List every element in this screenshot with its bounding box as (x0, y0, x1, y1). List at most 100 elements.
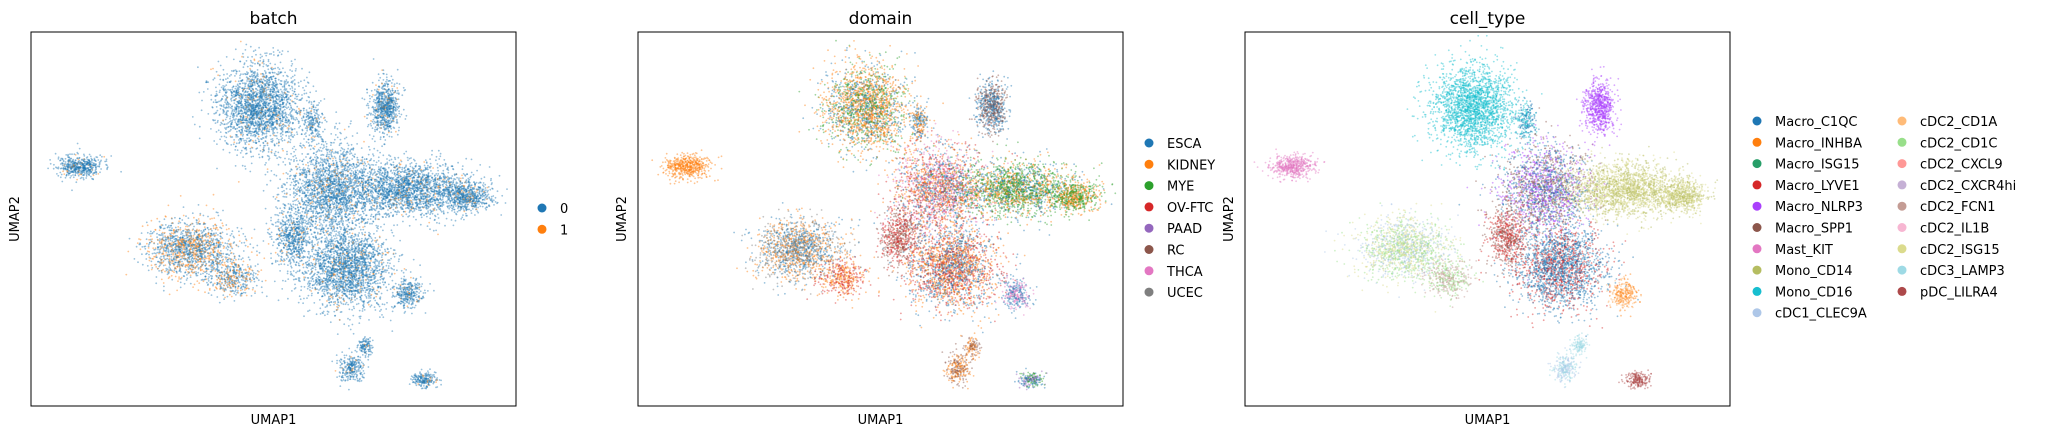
data-point (265, 97, 267, 99)
data-point (250, 60, 252, 62)
data-point (323, 144, 325, 146)
data-point (284, 164, 286, 166)
data-point (290, 153, 292, 155)
data-point (302, 87, 304, 89)
data-point (293, 196, 295, 198)
data-point (229, 107, 231, 109)
data-point (317, 217, 319, 219)
data-point (329, 204, 331, 206)
data-point (251, 133, 253, 135)
data-point (353, 182, 355, 184)
data-point (236, 134, 238, 136)
data-point (295, 157, 297, 159)
data-point (269, 112, 271, 114)
data-point (259, 116, 261, 118)
data-point (375, 225, 377, 227)
data-point (274, 64, 276, 66)
data-point (225, 89, 227, 91)
data-point (276, 110, 278, 112)
data-point (317, 168, 319, 170)
data-point (351, 166, 353, 168)
data-point (297, 182, 299, 184)
data-point (219, 84, 221, 86)
data-point (216, 143, 218, 145)
data-point (306, 130, 308, 132)
data-point (329, 177, 331, 179)
data-point (296, 214, 298, 216)
data-point (335, 233, 337, 235)
data-point (311, 201, 313, 203)
data-point (314, 115, 316, 117)
data-point (238, 103, 240, 105)
data-point (268, 128, 270, 130)
data-point (257, 63, 259, 65)
data-point (294, 83, 296, 85)
data-point (360, 162, 362, 164)
data-point (272, 72, 274, 74)
data-point (367, 172, 369, 174)
data-point (284, 83, 286, 85)
data-point (242, 53, 244, 55)
data-point (292, 76, 294, 78)
data-point (292, 156, 294, 158)
data-point (288, 97, 290, 99)
data-point (255, 130, 257, 132)
data-point (283, 85, 285, 87)
data-point (329, 207, 331, 209)
data-point (280, 62, 282, 64)
data-point (319, 221, 321, 223)
data-point (312, 106, 314, 108)
data-point (219, 75, 221, 77)
data-point (278, 79, 280, 81)
data-point (335, 220, 337, 222)
data-point (334, 167, 336, 169)
data-point (251, 95, 253, 97)
data-point (286, 101, 288, 103)
data-point (235, 86, 237, 88)
data-point (324, 216, 326, 218)
data-point (294, 178, 296, 180)
data-point (272, 130, 274, 132)
data-point (316, 121, 318, 123)
data-point (320, 230, 322, 232)
data-point (260, 150, 262, 152)
data-point (282, 134, 284, 136)
data-point (268, 124, 270, 126)
data-point (194, 124, 196, 126)
data-point (263, 142, 265, 144)
data-point (289, 102, 291, 104)
data-point (304, 133, 306, 135)
data-point (321, 202, 323, 204)
data-point (280, 80, 282, 82)
data-point (272, 127, 274, 129)
data-point (206, 80, 208, 82)
data-point (306, 128, 308, 130)
data-point (236, 154, 238, 156)
data-point (326, 155, 328, 157)
data-point (335, 134, 337, 136)
data-point (312, 173, 314, 175)
data-point (262, 82, 264, 84)
data-point (215, 87, 217, 89)
data-point (247, 84, 249, 86)
data-point (317, 224, 319, 226)
data-point (262, 132, 264, 134)
data-point (240, 134, 242, 136)
data-point (271, 124, 273, 126)
data-point (378, 160, 380, 162)
data-point (365, 168, 367, 170)
data-point (307, 179, 309, 181)
data-point (264, 105, 266, 107)
data-point (334, 171, 336, 173)
data-point (239, 120, 241, 122)
data-point (293, 146, 295, 148)
data-point (377, 150, 379, 152)
data-point (350, 123, 352, 125)
data-point (298, 127, 300, 129)
data-point (215, 101, 217, 103)
data-point (287, 131, 289, 133)
data-point (287, 178, 289, 180)
data-point (225, 78, 227, 80)
data-point (246, 105, 248, 107)
data-point (315, 162, 317, 164)
